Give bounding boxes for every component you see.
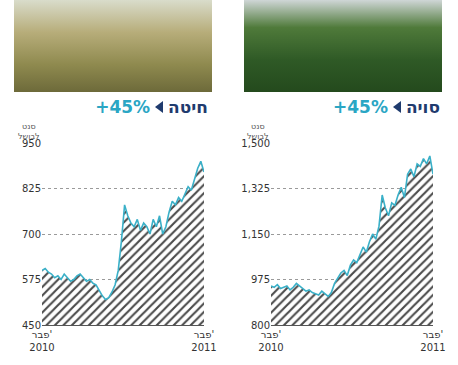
svg-text:575: 575 — [22, 274, 41, 285]
html-text:חיטה: חיטה — [168, 97, 208, 117]
svg-text:פבר'2010: פבר'2010 — [29, 329, 54, 353]
html-text:סויה: סויה — [405, 97, 440, 117]
svg-text:975: 975 — [251, 274, 270, 285]
html-text:+45%: +45% — [333, 97, 388, 117]
svg-text:800: 800 — [251, 320, 270, 331]
svg-text:סנטלבושל: סנטלבושל — [247, 122, 269, 141]
svg-text:1,500: 1,500 — [241, 138, 270, 149]
svg-text:825: 825 — [22, 183, 41, 194]
svg-text:סנטלבושל: סנטלבושל — [18, 122, 40, 141]
svg-text:1,150: 1,150 — [241, 229, 270, 240]
svg-text:450: 450 — [22, 320, 41, 331]
svg-text:פבר'2011: פבר'2011 — [420, 329, 445, 353]
svg-text:1,325: 1,325 — [241, 183, 270, 194]
svg-text:פבר'2010: פבר'2010 — [258, 329, 283, 353]
html-text:+45%: +45% — [95, 97, 151, 117]
svg-text:700: 700 — [22, 229, 41, 240]
svg-text:950: 950 — [22, 138, 41, 149]
svg-text:פבר'2011: פבר'2011 — [191, 329, 216, 353]
